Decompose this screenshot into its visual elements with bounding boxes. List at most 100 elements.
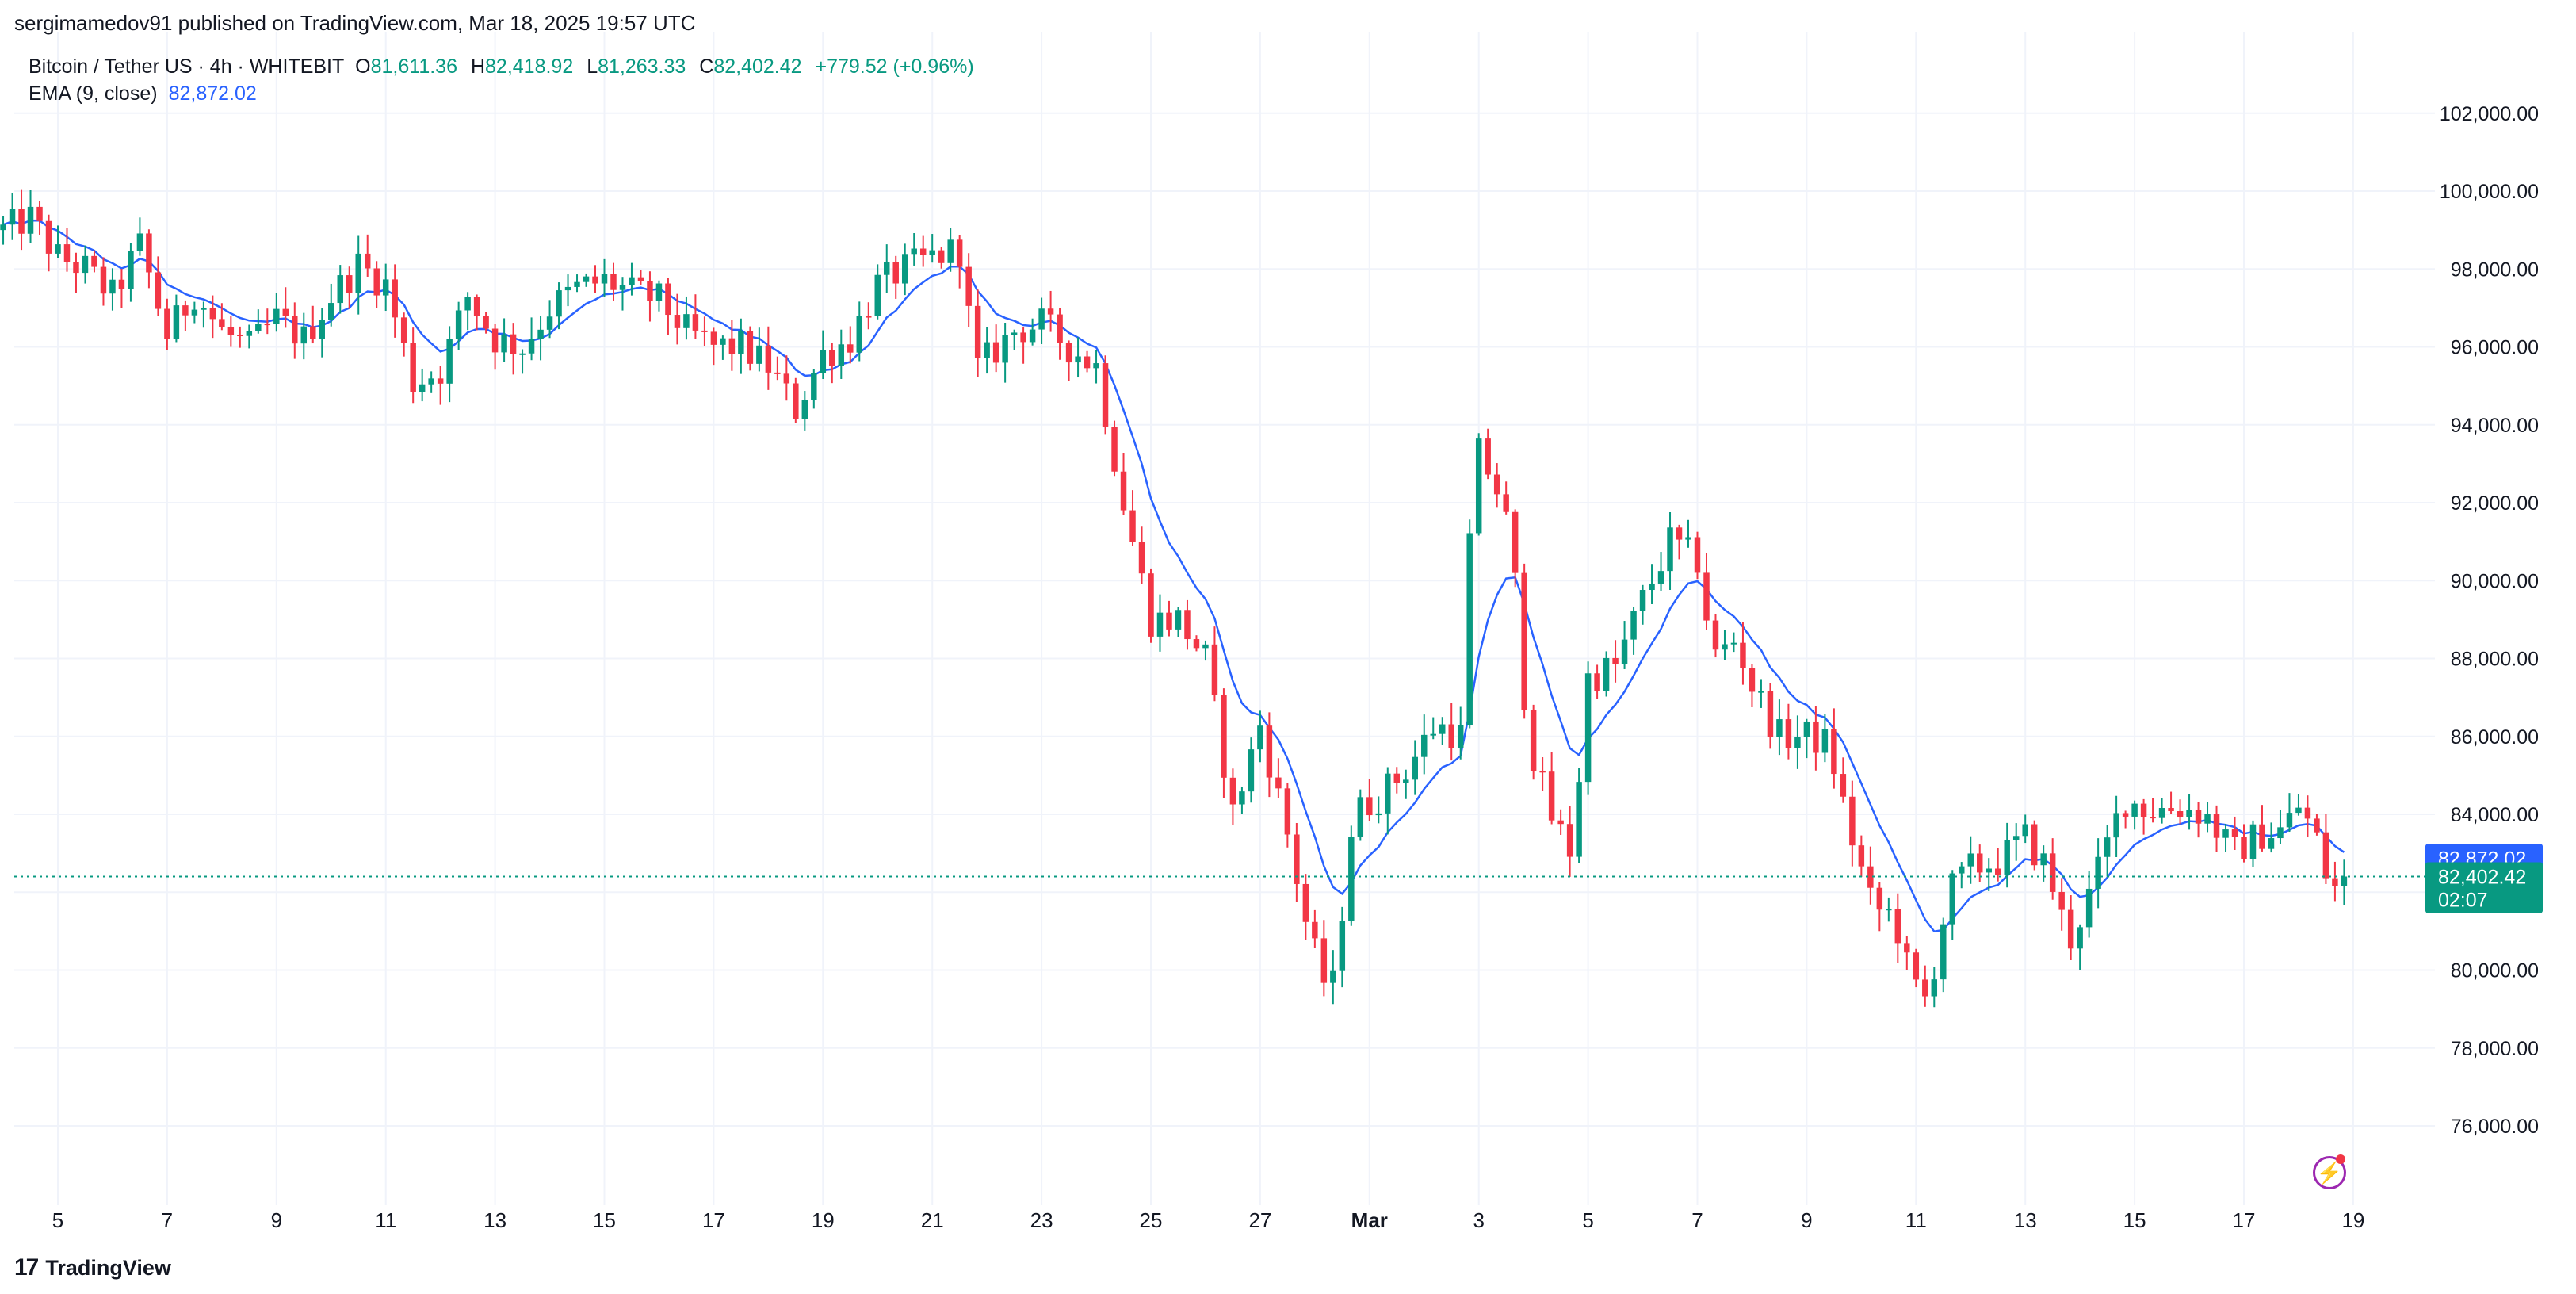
candle-body [1840, 774, 1847, 797]
candle-body [1239, 791, 1245, 805]
candle-body [1330, 970, 1336, 983]
candle-body [2314, 818, 2320, 833]
candle-body [1221, 695, 1227, 778]
candle-body [1129, 510, 1136, 542]
candle-body [801, 400, 808, 419]
candle-body [1466, 533, 1473, 725]
candle-body [1785, 719, 1792, 748]
candle-layer [0, 189, 2348, 1008]
candle-body [1858, 845, 1865, 867]
candle-body [1512, 511, 1519, 573]
x-tick-label: 19 [2341, 1208, 2364, 1232]
tradingview-brand[interactable]: 17 TradingView [14, 1254, 171, 1281]
x-axis[interactable]: 5 7 9 11 13 15 17 19 21 23 25 27 Mar 3 5 7 9 11 13 15 17 19 [52, 1208, 2365, 1232]
candle-body [510, 334, 517, 354]
candle-body [1603, 657, 1610, 691]
candle-body [400, 317, 407, 343]
candle-body [18, 209, 25, 234]
candle-body [255, 324, 262, 331]
candle-body [237, 335, 243, 337]
candle-body [2031, 824, 2038, 866]
candle-body [2295, 807, 2302, 814]
candle-body [610, 274, 617, 290]
open-label: O [355, 56, 371, 78]
candle-body [1977, 853, 1983, 873]
candle-body [292, 316, 298, 344]
candle-body [1639, 590, 1646, 611]
candle-body [464, 297, 471, 311]
candle-body [1320, 938, 1328, 983]
candle-body [310, 326, 316, 339]
ema-label[interactable]: EMA (9, close) [29, 82, 158, 105]
candle-body [1776, 719, 1783, 737]
candle-body [738, 331, 744, 354]
x-tick-label: 7 [162, 1208, 173, 1232]
candle-body [128, 251, 134, 289]
candle-body [0, 224, 6, 231]
brand-name: TradingView [45, 1255, 171, 1280]
candle-body [227, 327, 235, 335]
candle-body [1412, 756, 1418, 780]
x-tick-label: 5 [52, 1208, 63, 1232]
ema-legend: EMA (9, close) 82,872.02 [29, 82, 257, 105]
x-tick-label: 19 [812, 1208, 835, 1232]
x-tick-label: 7 [1691, 1208, 1703, 1232]
candle-body [1302, 883, 1309, 922]
y-tick-label: 96,000.00 [2451, 337, 2539, 359]
candle-body [537, 329, 544, 339]
candle-body [1904, 943, 1910, 953]
candle-body [1803, 721, 1810, 737]
candle-body [1029, 329, 1036, 343]
candle-body [2067, 909, 2074, 949]
open-value: 81,611.36 [370, 56, 457, 78]
candle-body [838, 344, 845, 366]
symbol-title[interactable]: Bitcoin / Tether US · 4h · WHITEBIT [29, 56, 345, 78]
candle-body [9, 209, 16, 225]
candle-body [1949, 873, 1956, 925]
candle-body [1630, 611, 1637, 640]
candle-body [1193, 639, 1200, 649]
candle-body [1849, 796, 1856, 846]
candle-body [583, 276, 590, 282]
candle-body [1931, 979, 1938, 997]
candle-body [874, 274, 881, 316]
candle-body [1047, 308, 1054, 315]
candle-body [1940, 924, 1947, 980]
candle-body [1530, 710, 1537, 771]
candle-body [1002, 335, 1008, 363]
candle-body [2249, 824, 2257, 859]
candle-body [2150, 817, 2156, 819]
candle-body [109, 279, 116, 294]
candle-body [984, 342, 990, 358]
candle-body [1740, 642, 1746, 668]
lightning-bolt-icon[interactable]: ⚡ [2313, 1156, 2346, 1189]
candle-body [1229, 777, 1236, 805]
candle-body [556, 290, 562, 317]
candle-body [701, 330, 708, 332]
candle-body [201, 308, 207, 310]
candle-body [1913, 952, 1920, 980]
y-tick-label: 84,000.00 [2451, 804, 2539, 826]
x-tick-label: 27 [1248, 1208, 1271, 1232]
candle-body [1421, 734, 1428, 757]
candle-body [100, 266, 107, 294]
candle-body [1986, 868, 1992, 873]
x-tick-label: 9 [1801, 1208, 1812, 1232]
y-axis[interactable]: 76,000.0078,000.0080,000.0082,000.0084,0… [2440, 103, 2539, 1138]
candle-body [2195, 810, 2202, 824]
candle-body [146, 233, 152, 273]
candle-body [1521, 572, 1527, 710]
candle-body [319, 320, 325, 339]
candle-body [1393, 773, 1401, 783]
candle-body [1403, 779, 1409, 783]
candle-body [747, 331, 754, 364]
candle-body [328, 303, 334, 320]
tradingview-logo-icon: 17 [14, 1254, 39, 1281]
candle-body [884, 262, 890, 275]
candle-body [1813, 721, 1819, 753]
candle-body [455, 310, 462, 339]
candle-body [2049, 853, 2056, 892]
candle-body [1621, 639, 1628, 664]
candle-body [73, 262, 79, 274]
